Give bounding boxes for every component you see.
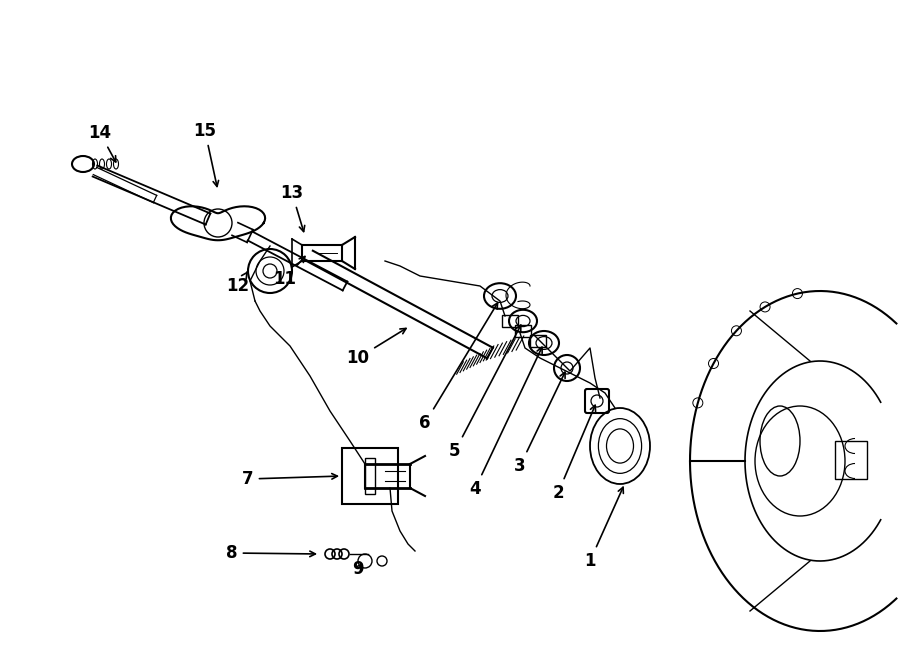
Bar [530, 335, 546, 347]
Text: 14: 14 [88, 124, 116, 162]
Bar [502, 315, 518, 327]
Text: 10: 10 [346, 329, 406, 367]
Text: 1: 1 [584, 487, 624, 570]
Bar [515, 325, 531, 337]
Text: 7: 7 [242, 470, 338, 488]
Text: 2: 2 [553, 405, 596, 502]
Text: 4: 4 [469, 347, 542, 498]
Text: 5: 5 [449, 325, 521, 460]
Text: 11: 11 [274, 256, 305, 288]
Text: 8: 8 [226, 544, 315, 562]
Text: 13: 13 [281, 184, 305, 231]
Bar [342, 448, 398, 504]
Text: 15: 15 [194, 122, 219, 186]
Bar [365, 458, 375, 494]
Text: 12: 12 [227, 272, 249, 295]
Bar [835, 441, 867, 479]
Text: 3: 3 [514, 372, 565, 475]
Text: 6: 6 [419, 303, 498, 432]
Text: 9: 9 [352, 560, 364, 578]
